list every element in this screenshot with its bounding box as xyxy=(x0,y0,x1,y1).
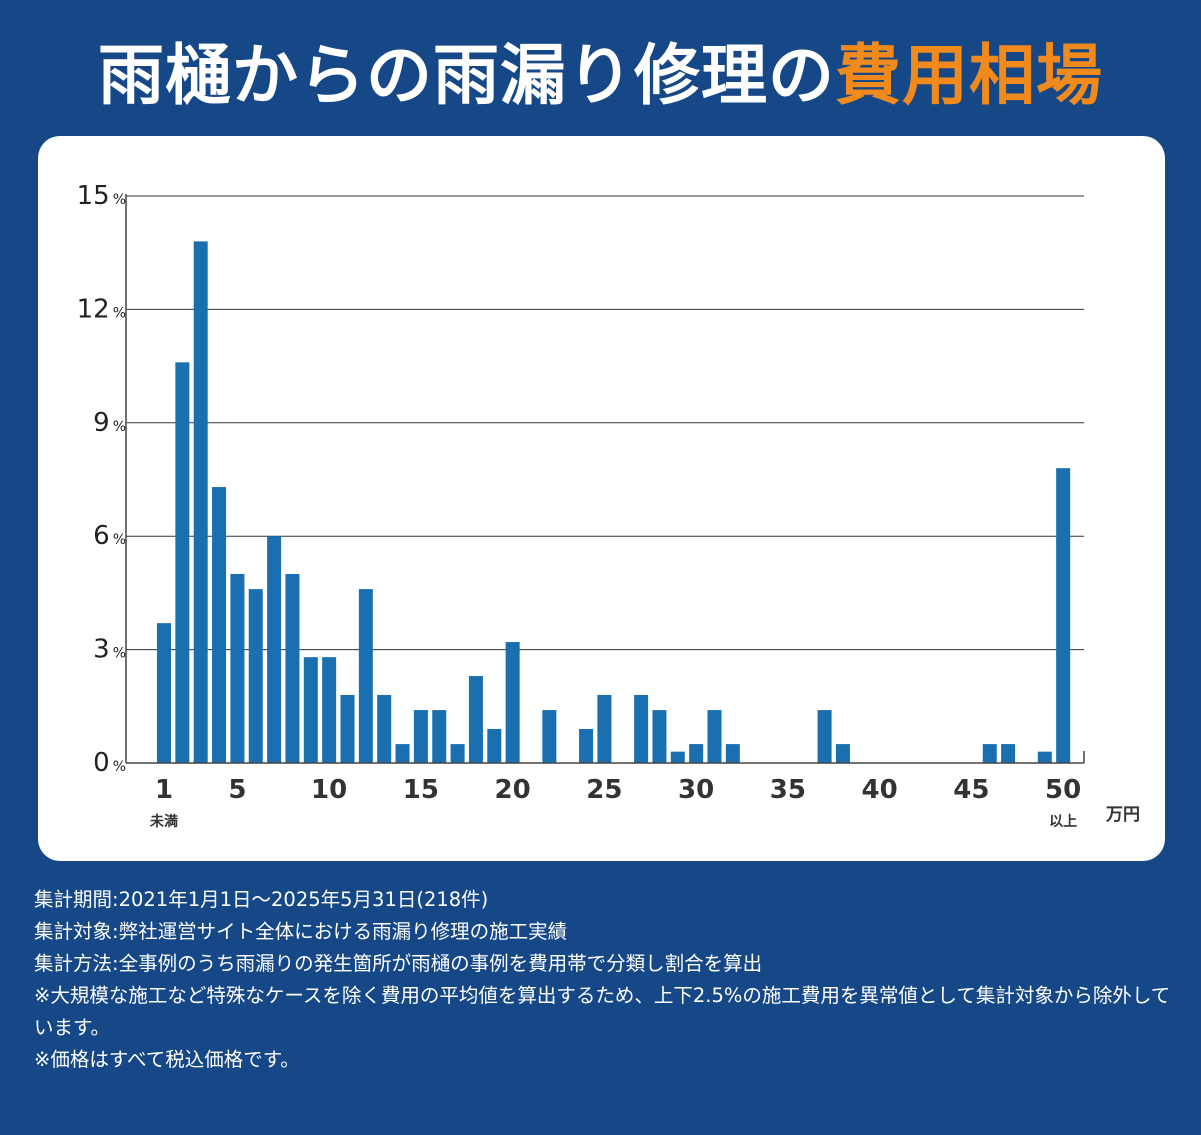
axes xyxy=(125,194,1085,764)
bar-20 xyxy=(505,642,520,763)
notes: 集計期間:2021年1月1日～2025年5月31日(218件) 集計対象:弊社運… xyxy=(34,884,1174,1076)
y-tick-label: 6% xyxy=(93,521,126,551)
bar-16 xyxy=(432,710,447,763)
bar-31 xyxy=(707,710,722,763)
x-tick-label: 1 xyxy=(155,775,173,805)
note-exclusion: ※大規模な施工など特殊なケースを除く費用の平均値を算出するため、上下2.5%の施… xyxy=(34,984,1171,1039)
x-tick-label: 30 xyxy=(678,775,714,805)
x-tick-label: 5 xyxy=(228,775,246,805)
note-tax: ※価格はすべて税込価格です。 xyxy=(34,1048,300,1071)
bar-15 xyxy=(413,710,428,763)
chart-card: 0% 3% 6% 9% 12% 15% 1 未満 5 10 15 20 25 30 35 40 45 50 以上 … xyxy=(38,136,1165,861)
bar-32 xyxy=(725,744,740,763)
bar-6 xyxy=(248,589,263,763)
bar-29 xyxy=(670,751,685,763)
x-tick-label: 50 xyxy=(1045,775,1081,805)
bar-2 xyxy=(175,362,190,763)
bar-8 xyxy=(285,574,300,763)
y-tick-unit: % xyxy=(113,646,126,662)
y-tick-labels: 0 %3 %6 %9 %12 %15% xyxy=(77,181,126,778)
bar-4 xyxy=(212,487,227,763)
grid-lines xyxy=(126,195,1084,651)
x-tick-label: 20 xyxy=(495,775,531,805)
x-tick-label: 25 xyxy=(586,775,622,805)
x-tick-labels: 1 未満 5 10 15 20 25 30 35 40 45 50 以上 xyxy=(150,775,1081,830)
note-target: 集計対象:弊社運営サイト全体における雨漏り修理の施工実績 xyxy=(34,920,568,943)
y-tick-unit: % xyxy=(113,759,126,775)
x-tick-label: 40 xyxy=(862,775,898,805)
y-tick-label: 15% xyxy=(77,181,126,211)
bar-14 xyxy=(395,744,410,763)
bar-19 xyxy=(487,728,502,763)
x-axis-unit: 万円 xyxy=(1105,805,1140,825)
y-tick-number: 12 xyxy=(77,294,110,324)
bar-13 xyxy=(377,694,392,763)
bar-38 xyxy=(835,744,850,763)
bar-22 xyxy=(542,710,557,763)
bar-47 xyxy=(1001,744,1016,763)
bar-27 xyxy=(634,694,649,763)
bar-46 xyxy=(982,744,997,763)
x-tick-label: 10 xyxy=(311,775,347,805)
y-tick-label: 9% xyxy=(93,408,126,438)
bar-24 xyxy=(579,728,594,763)
bar-49 xyxy=(1037,751,1052,763)
y-tick-number: 3 xyxy=(93,635,110,665)
x-tick-label: 15 xyxy=(403,775,439,805)
bar-1 xyxy=(157,623,171,763)
bar-7 xyxy=(267,536,282,763)
note-period: 集計期間:2021年1月1日～2025年5月31日(218件) xyxy=(34,888,489,911)
bars xyxy=(157,241,1071,764)
y-tick-unit: % xyxy=(113,305,126,321)
note-method: 集計方法:全事例のうち雨漏りの発生箇所が雨樋の事例を費用帯で分類し割合を算出 xyxy=(34,952,763,975)
bar-37 xyxy=(817,710,832,763)
x-tick-label: 35 xyxy=(770,775,806,805)
bar-50 xyxy=(1056,468,1071,763)
x-tick-sublabel: 以上 xyxy=(1049,814,1077,830)
bar-9 xyxy=(303,657,318,763)
x-tick-sublabel: 未満 xyxy=(150,813,178,830)
bar-25 xyxy=(597,694,612,763)
y-tick-number: 15 xyxy=(77,181,110,211)
bar-17 xyxy=(450,744,465,763)
y-tick-label: 3% xyxy=(93,635,126,665)
y-tick-number: 9 xyxy=(93,408,110,438)
x-tick-label: 45 xyxy=(953,775,989,805)
bar-18 xyxy=(468,676,483,763)
y-tick-unit: % xyxy=(113,532,126,548)
y-tick-number: 0 xyxy=(93,748,110,778)
y-tick-label: 0% xyxy=(93,748,126,778)
y-tick-unit: % xyxy=(113,419,126,435)
y-tick-label: 12% xyxy=(77,294,126,324)
bar-12 xyxy=(358,589,373,763)
bar-3 xyxy=(193,241,208,764)
page-title: 雨樋からの雨漏り修理の費用相場 xyxy=(0,28,1201,124)
y-tick-unit: % xyxy=(113,192,126,208)
bar-11 xyxy=(340,694,355,763)
bar-5 xyxy=(230,574,245,763)
title-main: 雨樋からの雨漏り修理の xyxy=(98,37,835,114)
bar-30 xyxy=(689,744,704,763)
title-accent: 費用相場 xyxy=(835,37,1103,114)
bar-10 xyxy=(322,657,337,763)
y-tick-number: 6 xyxy=(93,521,110,551)
bar-28 xyxy=(652,710,667,763)
